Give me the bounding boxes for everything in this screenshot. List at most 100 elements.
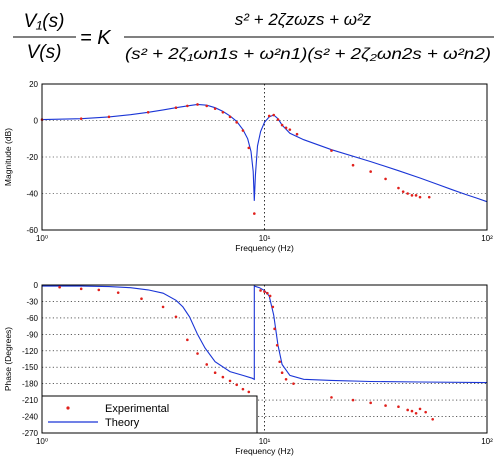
- data-point-experimental: [284, 126, 288, 130]
- data-point-experimental: [266, 291, 269, 295]
- magnitude-grid: [42, 84, 487, 230]
- y-tick-label: 20: [29, 80, 38, 89]
- y-tick-label: -20: [26, 153, 38, 162]
- data-point-experimental: [406, 192, 409, 195]
- data-point-experimental: [140, 297, 143, 301]
- data-point-experimental: [221, 110, 225, 114]
- data-point-experimental: [213, 371, 217, 375]
- data-point-experimental: [384, 177, 387, 181]
- legend-label-theory: Theory: [105, 417, 140, 429]
- y-tick-label: -60: [26, 226, 38, 235]
- data-point-experimental: [107, 115, 111, 119]
- data-point-experimental: [369, 170, 372, 173]
- data-point-experimental: [263, 290, 266, 293]
- data-point-experimental: [196, 352, 199, 355]
- data-point-experimental: [406, 408, 409, 412]
- y-tick-label: -270: [22, 429, 39, 438]
- data-point-experimental: [384, 404, 387, 407]
- data-point-experimental: [280, 371, 284, 375]
- data-point-experimental: [410, 194, 414, 197]
- data-point-experimental: [58, 285, 61, 289]
- magnitude-plot-frame: [41, 83, 488, 231]
- equation-lhs-numerator: V₁(s): [24, 11, 65, 32]
- data-point-experimental: [235, 121, 239, 124]
- data-point-experimental: [330, 396, 333, 399]
- data-point-experimental: [397, 405, 400, 408]
- x-tick-label: 10²: [481, 437, 493, 446]
- y-tick-label: -150: [22, 363, 39, 372]
- y-tick-label: 0: [34, 117, 39, 126]
- data-point-experimental: [351, 163, 355, 167]
- data-point-experimental: [280, 123, 284, 127]
- data-point-experimental: [221, 375, 225, 379]
- equation-equals-gain: = K: [80, 27, 112, 49]
- x-tick-label: 10⁰: [36, 437, 48, 446]
- magnitude-y-axis-label: Magnitude (dB): [3, 128, 13, 186]
- data-point-experimental: [351, 398, 355, 402]
- data-point-experimental: [174, 315, 178, 319]
- data-point-experimental: [268, 294, 272, 298]
- x-tick-label: 10¹: [259, 234, 271, 243]
- y-tick-label: -210: [22, 396, 39, 405]
- y-tick-label: -40: [26, 190, 38, 199]
- data-point-experimental: [116, 291, 120, 294]
- magnitude-x-axis-label: Frequency (Hz): [235, 243, 294, 253]
- phase-plot-frame: [41, 284, 488, 434]
- legend-label-experimental: Experimental: [105, 403, 169, 415]
- y-tick-label: 0: [34, 281, 39, 290]
- phase-x-axis-label: Frequency (Hz): [235, 446, 294, 456]
- data-point-experimental: [288, 128, 292, 131]
- data-point-experimental: [196, 103, 199, 106]
- data-point-experimental: [174, 106, 178, 110]
- data-point-experimental: [241, 129, 245, 132]
- data-point-experimental: [253, 212, 256, 215]
- data-point-experimental: [284, 377, 288, 381]
- phase-grid: [42, 285, 487, 433]
- equation-rhs-numerator: s² + 2ζzωzs + ω²z: [235, 10, 372, 29]
- phase-legend: Experimental Theory: [41, 395, 258, 434]
- data-point-experimental: [276, 118, 280, 121]
- data-point-experimental: [275, 343, 279, 347]
- data-point-experimental: [273, 327, 276, 331]
- data-point-experimental: [267, 114, 271, 118]
- data-point-experimental: [278, 360, 281, 364]
- x-tick-label: 10¹: [259, 437, 271, 446]
- equation-rhs-denominator: (s² + 2ζ₁ωn1s + ω²n1)(s² + 2ζ₂ωn2s + ω²n…: [125, 46, 491, 63]
- data-point-experimental: [330, 149, 333, 152]
- data-point-experimental: [228, 379, 232, 383]
- data-point-experimental: [213, 107, 217, 110]
- data-point-experimental: [369, 401, 372, 405]
- data-point-experimental: [247, 390, 251, 394]
- series-line-theory: [41, 103, 488, 203]
- data-point-experimental: [241, 387, 245, 391]
- data-point-experimental: [259, 289, 262, 292]
- legend-box: [41, 395, 258, 434]
- phase-series: [42, 285, 488, 421]
- data-point-experimental: [186, 338, 189, 342]
- data-point-experimental: [427, 195, 431, 199]
- transfer-function-equation: V₁(s) V(s) = K s² + 2ζzωzs + ω²z (s² + 2…: [13, 10, 494, 63]
- data-point-experimental: [205, 363, 209, 366]
- data-point-experimental: [424, 410, 427, 414]
- data-point-experimental: [397, 186, 400, 190]
- data-point-experimental: [79, 117, 83, 120]
- data-point-experimental: [186, 104, 189, 108]
- data-point-experimental: [146, 110, 150, 114]
- data-point-experimental: [431, 417, 434, 421]
- data-point-experimental: [410, 409, 414, 413]
- y-tick-label: -240: [22, 413, 39, 422]
- phase-chart: Experimental Theory 0 -30 -60 -90 -120 -150 -1…: [3, 281, 493, 456]
- data-point-experimental: [414, 194, 418, 197]
- data-point-experimental: [401, 190, 405, 193]
- data-point-experimental: [295, 132, 299, 136]
- y-tick-label: -30: [26, 297, 38, 306]
- data-point-experimental: [272, 113, 276, 117]
- data-point-experimental: [247, 146, 251, 150]
- data-point-experimental: [418, 195, 422, 199]
- data-point-experimental: [79, 287, 83, 291]
- equation-lhs-denominator: V(s): [27, 42, 62, 63]
- data-point-experimental: [228, 115, 232, 119]
